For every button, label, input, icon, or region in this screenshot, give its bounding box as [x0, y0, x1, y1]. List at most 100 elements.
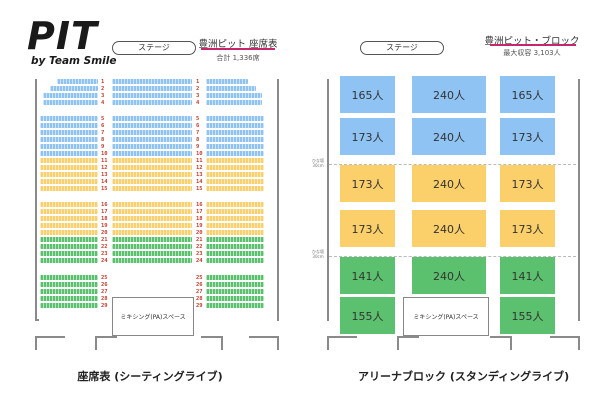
seat-row-3-right [206, 93, 262, 98]
arena-title-underline [490, 44, 576, 46]
row-number-right: 8 [196, 136, 200, 143]
arena-block-4-center: 240人 [412, 210, 486, 247]
seating-stage: ステージ [112, 41, 196, 55]
seat-row-29-left [40, 303, 98, 308]
seat-row-16-left [40, 202, 98, 207]
seat-row-1-center [112, 79, 192, 84]
seat-row-25-left [40, 275, 98, 280]
row-number-left: 22 [101, 243, 108, 250]
row-number-right: 12 [196, 164, 203, 171]
row-number-left: 23 [101, 250, 108, 257]
arena-block-1-left: 165人 [340, 76, 395, 113]
arena-riser-note-1: ひな壇 30cm [312, 158, 324, 168]
seat-row-16-center [112, 202, 192, 207]
seat-row-15-center [112, 186, 192, 191]
seat-row-10-center [112, 151, 192, 156]
seat-row-24-center [112, 258, 192, 263]
seating-pa-space: ミキシング(PA)スペース [112, 297, 194, 336]
seat-row-9-right [206, 144, 264, 149]
seating-floor-outline [35, 66, 279, 350]
seat-row-24-left [40, 258, 98, 263]
seat-row-2-left [50, 86, 98, 91]
seat-row-27-left [40, 289, 98, 294]
row-number-left: 2 [101, 85, 105, 92]
row-number-right: 10 [196, 150, 203, 157]
arena-block-5-left: 141人 [340, 257, 395, 294]
seat-row-7-right [206, 130, 264, 135]
seat-row-28-left [40, 296, 98, 301]
seat-row-28-right [206, 296, 264, 301]
row-number-left: 15 [101, 185, 108, 192]
seat-row-22-right [206, 244, 264, 249]
row-number-right: 3 [196, 92, 200, 99]
row-number-right: 22 [196, 243, 203, 250]
arena-block-5-right: 141人 [500, 257, 555, 294]
seat-row-15-left [40, 186, 98, 191]
row-number-right: 2 [196, 85, 200, 92]
seating-title-underline [201, 48, 275, 50]
seat-row-3-center [112, 93, 192, 98]
seat-row-15-right [206, 186, 264, 191]
row-number-left: 20 [101, 229, 108, 236]
arena-block-4-right: 173人 [500, 210, 555, 247]
row-number-right: 17 [196, 208, 203, 215]
seat-row-18-right [206, 216, 264, 221]
logo-wordmark: PIT [27, 14, 98, 58]
row-number-right: 25 [196, 274, 203, 281]
seat-row-29-right [206, 303, 264, 308]
seat-row-2-center [112, 86, 192, 91]
row-number-right: 21 [196, 236, 203, 243]
row-number-left: 7 [101, 129, 105, 136]
arena-block-6-left: 155人 [340, 297, 395, 334]
seat-row-24-right [206, 258, 264, 263]
seat-row-20-left [40, 230, 98, 235]
row-number-left: 14 [101, 178, 108, 185]
seat-row-23-center [112, 251, 192, 256]
seat-row-25-right [206, 275, 264, 280]
seat-row-9-center [112, 144, 192, 149]
seat-row-16-right [206, 202, 264, 207]
seat-row-17-left [40, 209, 98, 214]
seat-row-23-right [206, 251, 264, 256]
arena-block-3-right: 173人 [500, 165, 555, 202]
row-number-left: 6 [101, 122, 105, 129]
seat-row-12-center [112, 165, 192, 170]
seat-row-18-center [112, 216, 192, 221]
seat-row-9-left [40, 144, 98, 149]
row-number-right: 20 [196, 229, 203, 236]
row-number-left: 12 [101, 164, 108, 171]
seat-row-26-right [206, 282, 264, 287]
seat-row-10-right [206, 151, 264, 156]
seat-row-3-left [43, 93, 98, 98]
arena-pa-space: ミキシング(PA)スペース [403, 297, 489, 336]
seat-row-11-center [112, 158, 192, 163]
row-number-left: 19 [101, 222, 108, 229]
seat-row-4-left [43, 100, 98, 105]
arena-floor-outline [327, 66, 580, 350]
seat-row-5-center [112, 116, 192, 121]
row-number-right: 7 [196, 129, 200, 136]
seat-row-7-left [40, 130, 98, 135]
arena-block-4-left: 173人 [340, 210, 395, 247]
seat-row-10-left [40, 151, 98, 156]
row-number-left: 11 [101, 157, 108, 164]
seat-row-19-center [112, 223, 192, 228]
seat-row-21-center [112, 237, 192, 242]
row-number-right: 19 [196, 222, 203, 229]
row-number-left: 24 [101, 257, 108, 264]
seat-row-11-left [40, 158, 98, 163]
seat-row-12-left [40, 165, 98, 170]
arena-block-1-center: 240人 [412, 76, 486, 113]
row-number-right: 15 [196, 185, 203, 192]
seat-row-13-right [206, 172, 264, 177]
row-number-right: 27 [196, 288, 203, 295]
row-number-right: 18 [196, 215, 203, 222]
row-number-right: 16 [196, 201, 203, 208]
row-number-left: 17 [101, 208, 108, 215]
logo-tagline: by Team Smile [31, 55, 117, 67]
seat-row-18-left [40, 216, 98, 221]
row-number-left: 28 [101, 295, 108, 302]
seat-row-4-right [206, 100, 262, 105]
arena-capacity: 最大収容 3,103人 [503, 49, 561, 57]
seat-row-11-right [206, 158, 264, 163]
